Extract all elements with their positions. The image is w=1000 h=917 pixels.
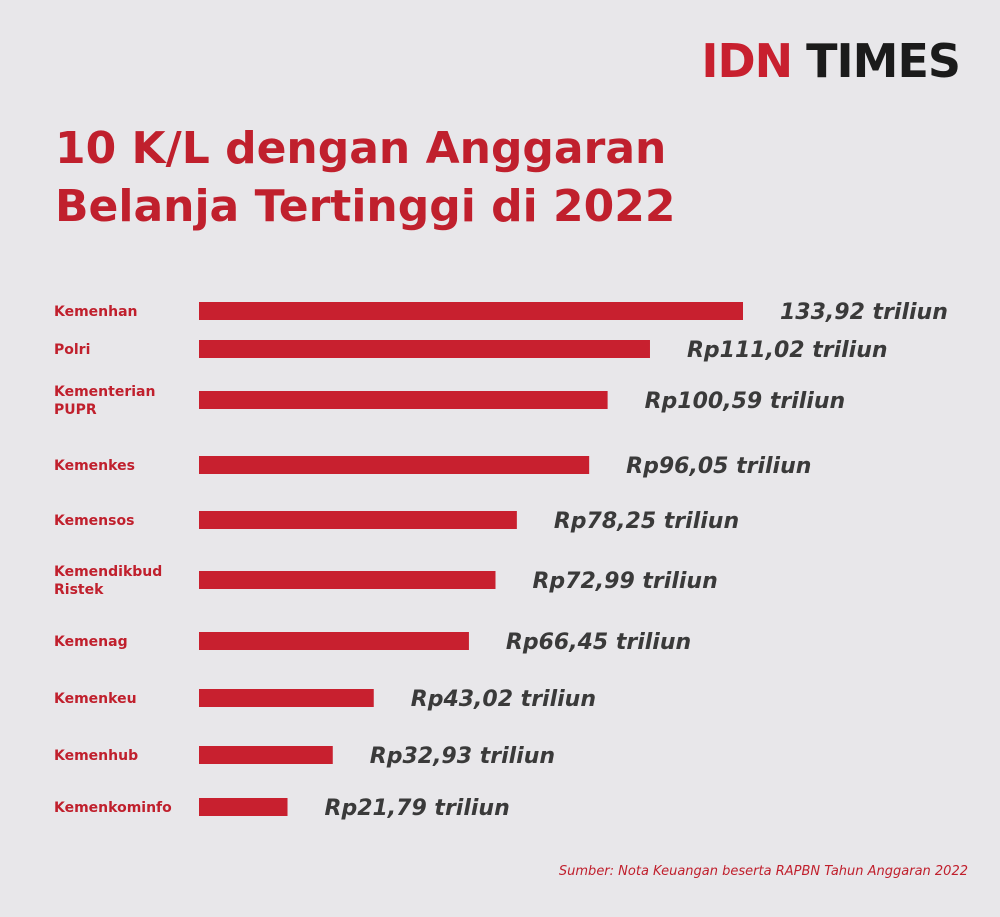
category-label: Kemenkeu: [54, 691, 137, 707]
bar: [199, 511, 517, 529]
chart-title-line1: 10 K/L dengan Anggaran: [55, 123, 667, 174]
logo-times: TIMES: [806, 34, 961, 88]
value-label: 133,92 triliun: [780, 300, 948, 325]
bar: [199, 340, 650, 358]
category-label: Polri: [54, 342, 90, 358]
bar: [199, 391, 608, 409]
value-label: Rp32,93 triliun: [370, 744, 555, 769]
bar: [199, 302, 743, 320]
category-label: Kemenhan: [54, 304, 138, 320]
value-label: Rp72,99 triliun: [532, 569, 717, 594]
value-label: Rp96,05 triliun: [626, 454, 811, 479]
category-label: PUPR: [54, 402, 97, 418]
category-label: Kemenkes: [54, 458, 135, 474]
category-label: Kemenkominfo: [54, 800, 172, 816]
category-label: Kementerian: [54, 384, 155, 400]
bar: [199, 746, 333, 764]
bar: [199, 798, 288, 816]
bar: [199, 456, 590, 474]
value-label: Rp43,02 triliun: [411, 687, 596, 712]
category-label: Kemendikbud: [54, 564, 162, 580]
value-label: Rp111,02 triliun: [687, 338, 888, 363]
value-label: Rp66,45 triliun: [506, 630, 691, 655]
value-label: Rp100,59 triliun: [645, 389, 846, 414]
category-label: Kemenhub: [54, 748, 138, 764]
value-label: Rp78,25 triliun: [554, 509, 739, 534]
logo-idn: IDN: [701, 34, 793, 88]
chart-title: 10 K/L dengan Anggaran Belanja Tertinggi…: [55, 120, 955, 236]
category-label: Ristek: [54, 582, 104, 598]
idn-times-logo: IDN TIMES: [701, 38, 961, 84]
bar: [199, 689, 374, 707]
bar: [199, 632, 469, 650]
bar: [199, 571, 496, 589]
chart-title-line2: Belanja Tertinggi di 2022: [55, 181, 676, 232]
category-label: Kemensos: [54, 513, 134, 529]
value-label: Rp21,79 triliun: [325, 796, 510, 821]
category-label: Kemenag: [54, 634, 128, 650]
source-note: Sumber: Nota Keuangan beserta RAPBN Tahu…: [558, 864, 968, 879]
